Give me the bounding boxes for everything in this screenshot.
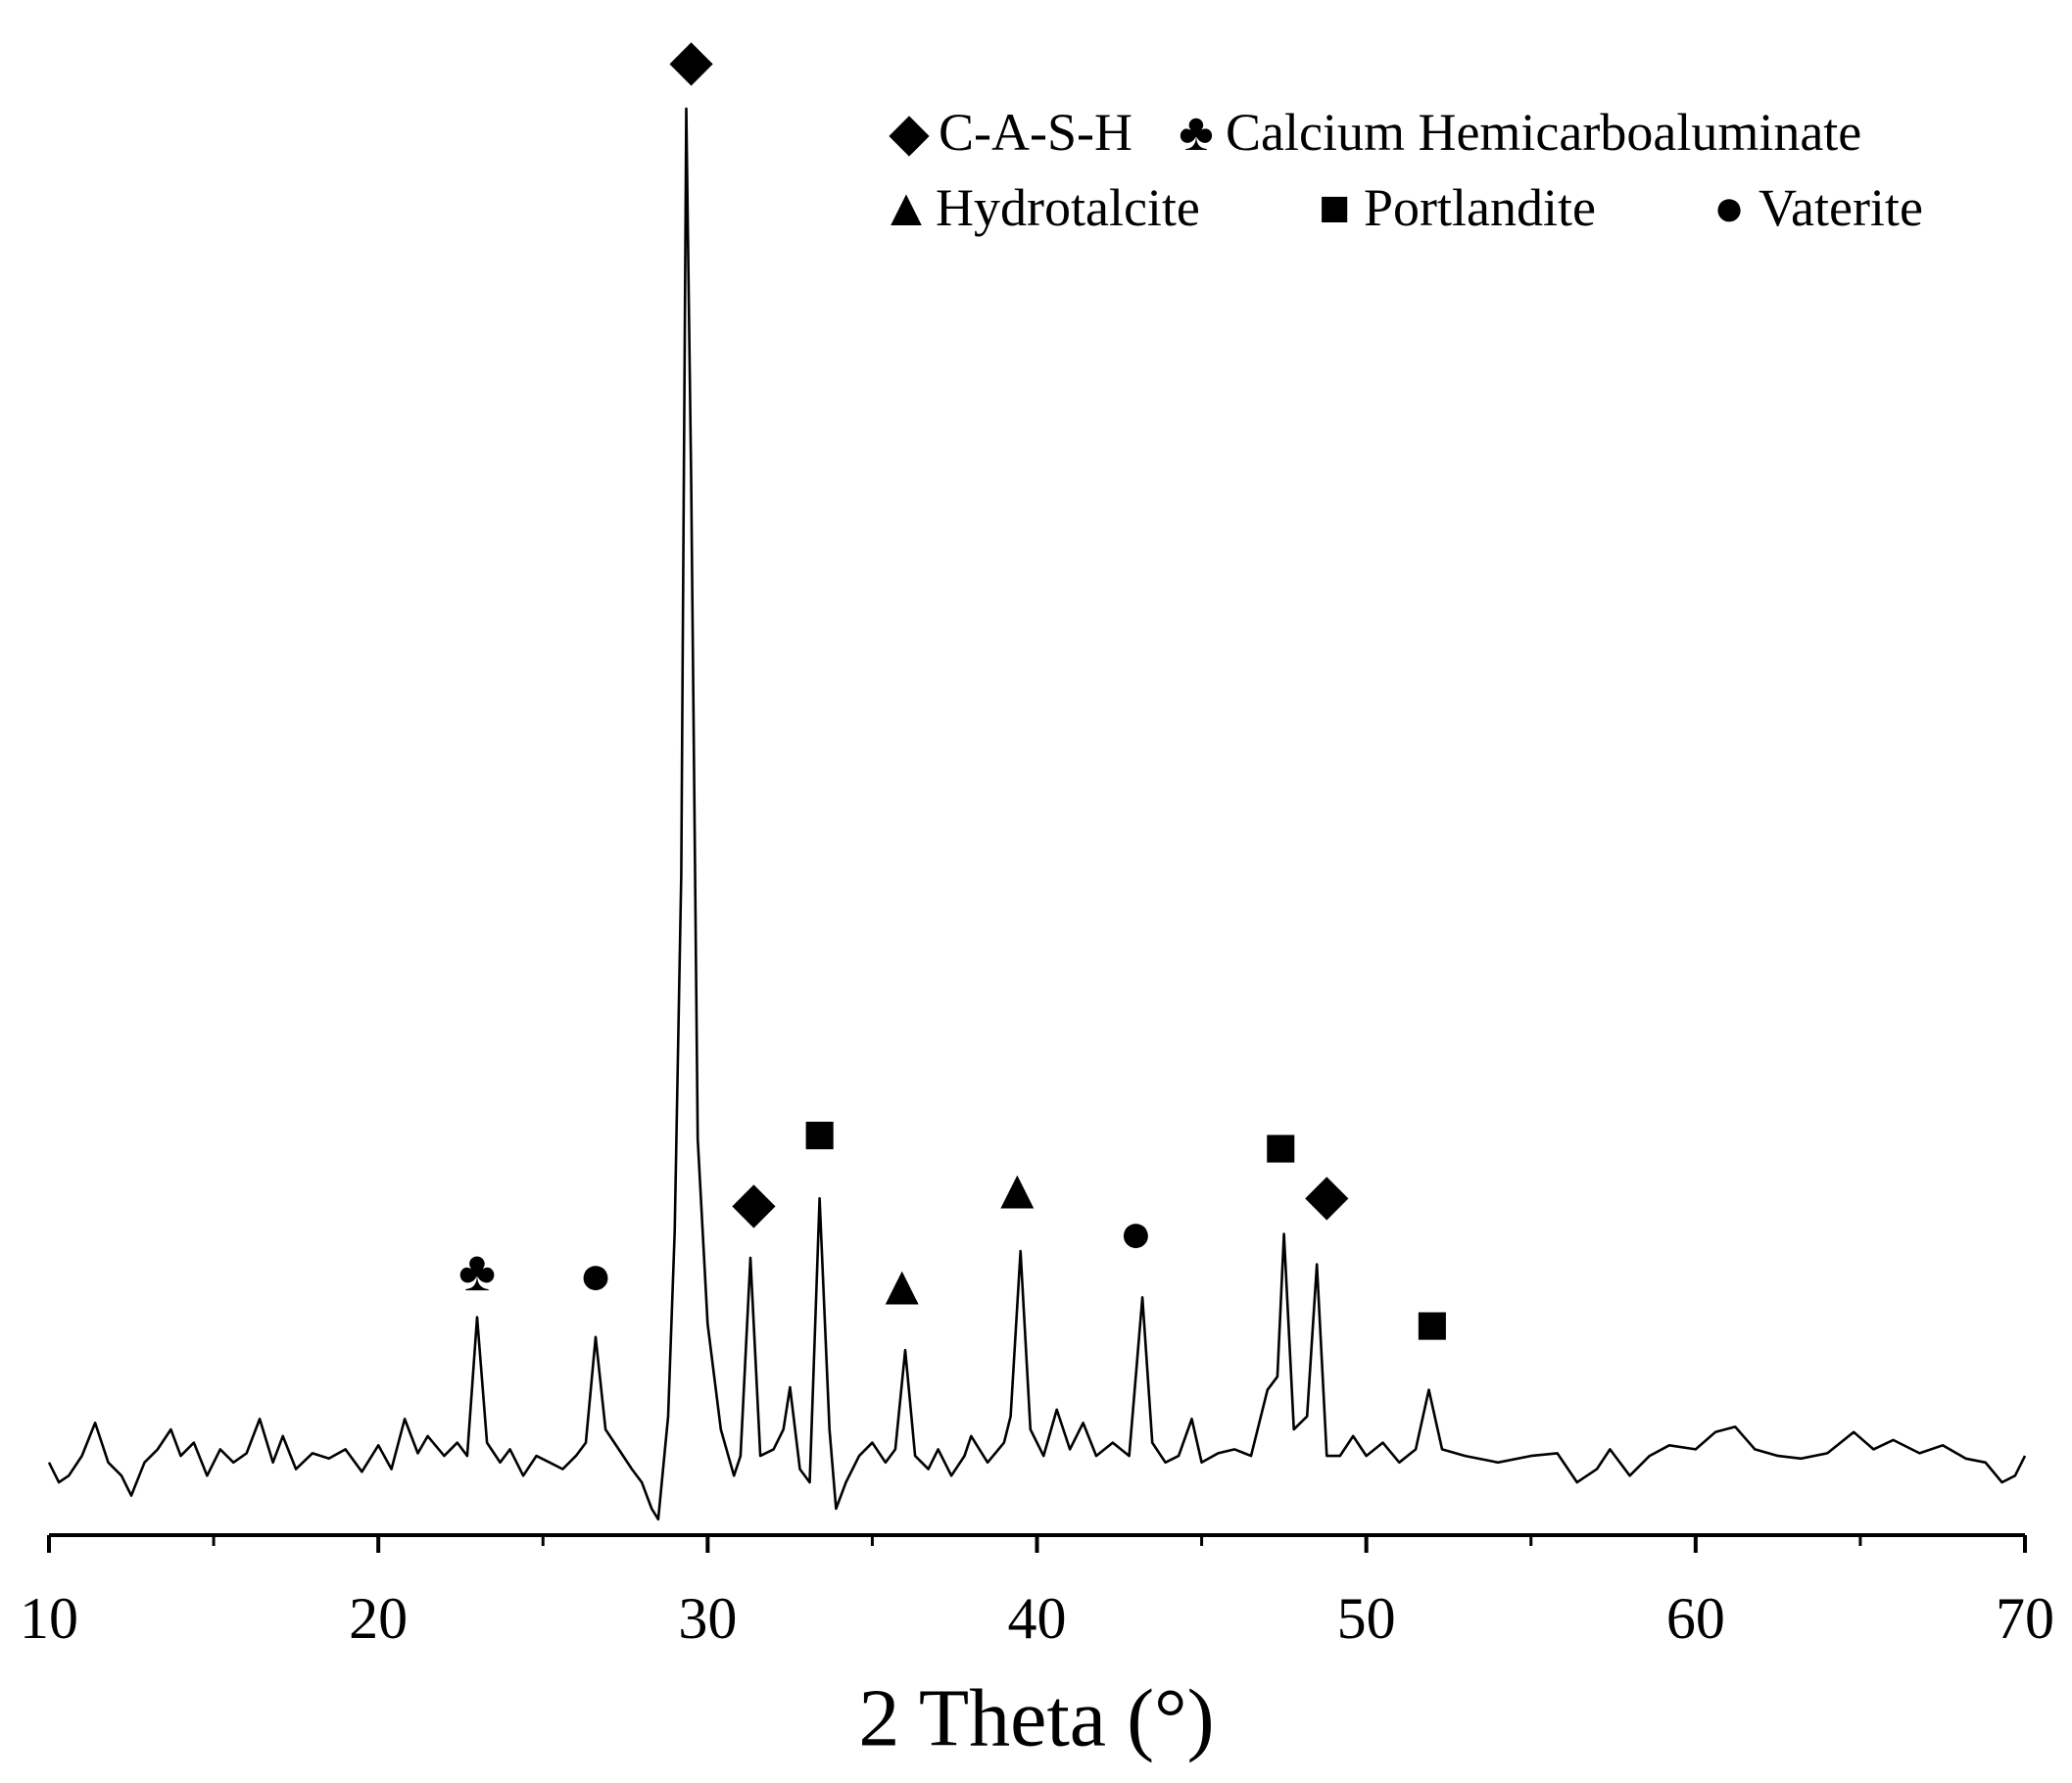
- legend-label: C-A-S-H: [939, 103, 1132, 162]
- peak-marker: ●: [1119, 1201, 1153, 1265]
- x-tick-label: 70: [1996, 1586, 2054, 1651]
- x-axis-title: 2 Theta (°): [858, 1673, 1214, 1764]
- peak-marker: ■: [1415, 1292, 1449, 1356]
- legend-symbol: ◆: [889, 103, 930, 162]
- x-tick-label: 30: [678, 1586, 737, 1651]
- legend-symbol: ▲: [880, 178, 932, 237]
- legend-symbol: ♣: [1179, 103, 1213, 162]
- xrd-line: [47, 107, 2027, 1521]
- peak-marker: ●: [579, 1243, 613, 1307]
- peak-marker: ■: [802, 1102, 837, 1166]
- x-tick-label: 10: [20, 1586, 78, 1651]
- legend-symbol: ●: [1713, 178, 1746, 237]
- peak-marker: ♣: [458, 1239, 496, 1303]
- legend-label: Vaterite: [1759, 178, 1923, 237]
- legend-symbol: ■: [1319, 178, 1351, 237]
- legend-label: Portlandite: [1364, 178, 1596, 237]
- peak-marker: ◆: [732, 1171, 776, 1234]
- peak-marker: ◆: [669, 28, 713, 92]
- x-tick-label: 40: [1008, 1586, 1067, 1651]
- x-tick-label: 20: [349, 1586, 408, 1651]
- x-tick-label: 50: [1337, 1586, 1396, 1651]
- x-tick-label: 60: [1666, 1586, 1725, 1651]
- peak-marker: ▲: [874, 1254, 930, 1318]
- legend-label: Calcium Hemicarboaluminate: [1226, 103, 1861, 162]
- peak-marker: ▲: [989, 1157, 1045, 1221]
- peak-marker: ■: [1264, 1115, 1298, 1179]
- legend-label: Hydrotalcite: [936, 178, 1200, 237]
- peak-marker: ◆: [1305, 1163, 1349, 1227]
